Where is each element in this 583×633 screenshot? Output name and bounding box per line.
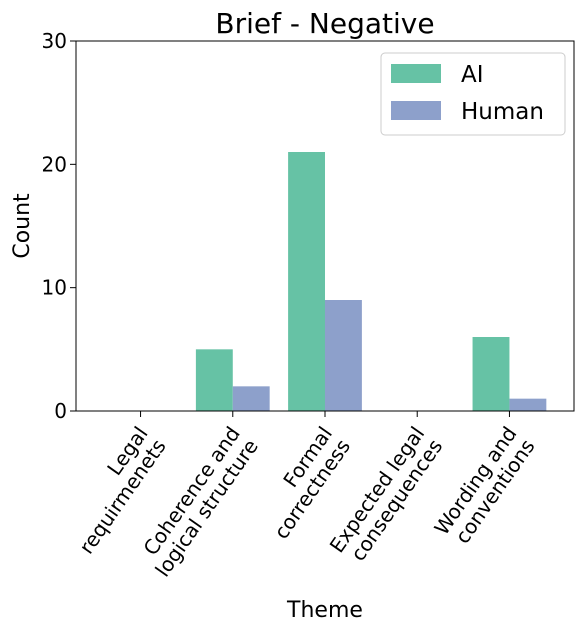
y-tick-label: 10 [42, 276, 67, 300]
bar-ai-1 [195, 349, 233, 411]
bar-ai-2 [288, 152, 325, 411]
y-tick-label: 0 [54, 399, 67, 423]
x-axis-label: Theme [286, 598, 363, 623]
legend-swatch-ai [391, 64, 441, 83]
chart-title: Brief - Negative [215, 7, 434, 40]
legend-label-ai: AI [461, 62, 484, 88]
legend-label-human: Human [461, 99, 544, 125]
y-axis-label: Count [10, 193, 35, 259]
y-tick-label: 30 [42, 29, 67, 53]
legend-swatch-human [391, 101, 441, 120]
y-tick-label: 20 [42, 152, 67, 176]
legend: AI Human [380, 52, 566, 136]
bar-human-2 [325, 300, 362, 411]
x-tick-label: Wording andconventions [429, 422, 539, 552]
bar-human-4 [509, 398, 547, 411]
bar-human-1 [232, 386, 270, 411]
bar-ai-4 [472, 337, 510, 411]
